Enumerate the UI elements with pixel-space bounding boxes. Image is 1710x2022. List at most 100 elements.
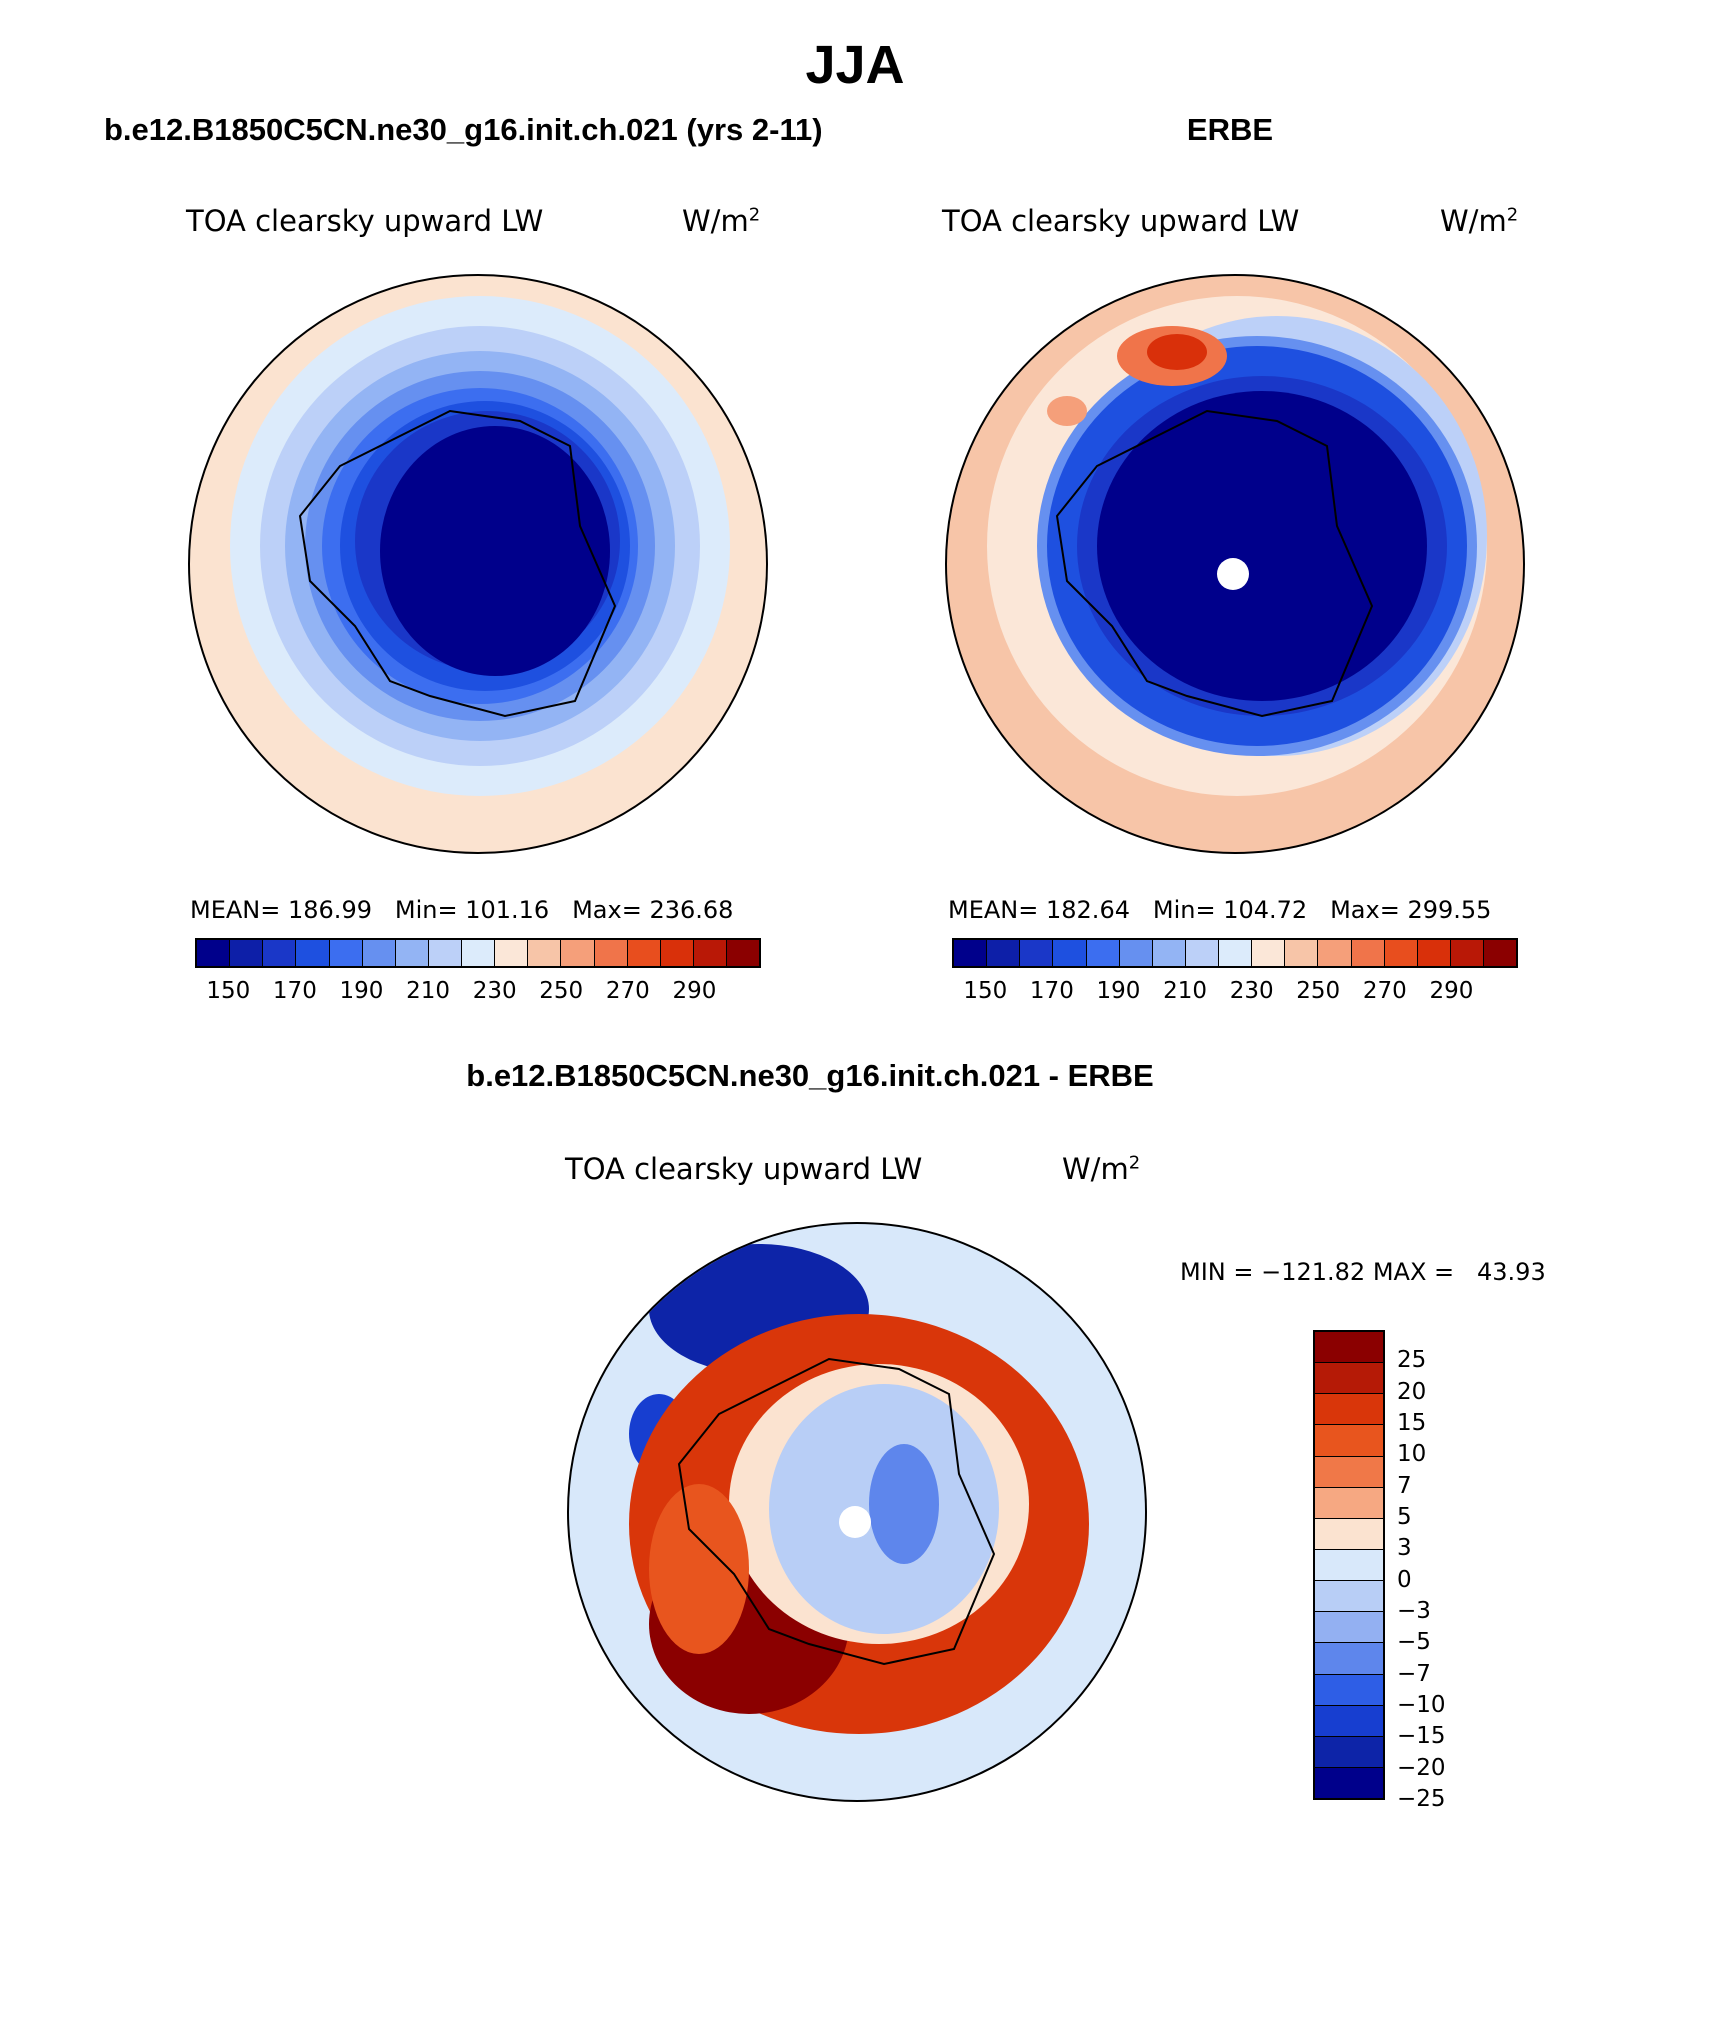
colorbar-tick-label: 20: [1397, 1378, 1427, 1405]
colorbar-tick-label: −7: [1397, 1660, 1431, 1687]
colorbar-tick-label: 150: [206, 978, 251, 1004]
colorbar-segment: [1315, 1705, 1383, 1737]
colorbar-tick-label: 15: [1397, 1410, 1427, 1436]
colorbar-segment: [1020, 940, 1054, 966]
diff-range-text: MIN = −121.82 MAX = 43.93: [1180, 1258, 1546, 1286]
diff-colorbar: [1313, 1330, 1385, 1800]
colorbar-segment: [1384, 940, 1418, 966]
model-colorbar: [195, 938, 761, 968]
colorbar-segment: [954, 940, 988, 966]
colorbar-segment: [296, 940, 330, 966]
colorbar-segment: [428, 940, 462, 966]
colorbar-segment: [1315, 1643, 1383, 1675]
colorbar-segment: [727, 940, 760, 966]
main-title: JJA: [805, 35, 905, 95]
colorbar-segment: [528, 940, 562, 966]
model-units-label: W/m2: [682, 204, 760, 238]
model-stats: MEAN= 186.99 Min= 101.16 Max= 236.68: [190, 896, 734, 924]
colorbar-segment: [561, 940, 595, 966]
colorbar-tick-label: 170: [1029, 978, 1074, 1004]
colorbar-tick-label: 25: [1397, 1347, 1427, 1374]
colorbar-tick-label: −15: [1397, 1723, 1446, 1750]
diff-units: W/m: [1062, 1152, 1129, 1186]
colorbar-segment: [1185, 940, 1219, 966]
colorbar-segment: [1315, 1425, 1383, 1457]
model-panel-header: b.e12.B1850C5CN.ne30_g16.init.ch.021 (yr…: [104, 112, 823, 147]
diff-units-exp: 2: [1128, 1152, 1141, 1174]
colorbar-segment: [1315, 1363, 1383, 1395]
obs-units-exp: 2: [1506, 204, 1519, 226]
colorbar-segment: [1152, 940, 1186, 966]
colorbar-segment: [1315, 1549, 1383, 1582]
colorbar-segment: [1315, 1612, 1383, 1644]
colorbar-segment: [1315, 1518, 1383, 1550]
colorbar-tick-label: 0: [1397, 1566, 1412, 1593]
colorbar-segment: [1315, 1674, 1383, 1706]
colorbar-segment: [1318, 940, 1352, 966]
colorbar-segment: [1252, 940, 1286, 966]
colorbar-tick-label: 7: [1397, 1472, 1412, 1499]
obs-colorbar: [952, 938, 1518, 968]
colorbar-segment: [1315, 1581, 1383, 1613]
obs-units: W/m: [1440, 204, 1507, 238]
model-units-exp: 2: [748, 204, 761, 226]
colorbar-segment: [230, 940, 264, 966]
colorbar-segment: [1053, 940, 1087, 966]
colorbar-segment: [329, 940, 363, 966]
colorbar-segment: [1351, 940, 1385, 966]
colorbar-tick-label: 250: [539, 978, 584, 1004]
model-field-label: TOA clearsky upward LW: [186, 204, 544, 238]
colorbar-tick-label: 270: [1362, 978, 1407, 1004]
colorbar-tick-label: 210: [406, 978, 450, 1004]
colorbar-segment: [1285, 940, 1319, 966]
colorbar-segment: [1417, 940, 1451, 966]
colorbar-segment: [1315, 1487, 1383, 1519]
colorbar-tick-label: 210: [1163, 978, 1207, 1004]
colorbar-tick-label: 290: [1429, 978, 1474, 1004]
colorbar-tick-label: 170: [272, 978, 317, 1004]
colorbar-segment: [1450, 940, 1484, 966]
colorbar-tick-label: −5: [1397, 1629, 1431, 1656]
colorbar-segment: [395, 940, 429, 966]
colorbar-tick-label: −20: [1397, 1754, 1446, 1781]
obs-field-label: TOA clearsky upward LW: [942, 204, 1300, 238]
colorbar-segment: [693, 940, 727, 966]
colorbar-segment: [362, 940, 396, 966]
obs-polar-map: [945, 274, 1525, 854]
colorbar-segment: [1315, 1736, 1383, 1768]
colorbar-segment: [1484, 940, 1517, 966]
diff-panel-header: b.e12.B1850C5CN.ne30_g16.init.ch.021 - E…: [466, 1058, 1154, 1093]
colorbar-segment: [1315, 1767, 1383, 1799]
colorbar-tick-label: 190: [339, 978, 384, 1004]
colorbar-segment: [594, 940, 628, 966]
colorbar-segment: [1315, 1456, 1383, 1488]
model-units: W/m: [682, 204, 749, 238]
colorbar-segment: [1315, 1332, 1383, 1364]
colorbar-tick-label: −25: [1397, 1786, 1446, 1812]
colorbar-tick-label: 290: [672, 978, 717, 1004]
diff-field-label: TOA clearsky upward LW: [565, 1152, 923, 1186]
obs-panel-header: ERBE: [1186, 112, 1274, 147]
colorbar-segment: [1119, 940, 1153, 966]
colorbar-segment: [197, 940, 231, 966]
diff-polar-map: [567, 1222, 1147, 1802]
obs-stats: MEAN= 182.64 Min= 104.72 Max= 299.55: [948, 896, 1492, 924]
colorbar-tick-label: 230: [1229, 978, 1274, 1004]
colorbar-tick-label: 250: [1296, 978, 1341, 1004]
diff-units-label: W/m2: [1062, 1152, 1140, 1186]
model-polar-map: [188, 274, 768, 854]
colorbar-tick-label: 3: [1397, 1535, 1412, 1562]
colorbar-tick-label: 150: [963, 978, 1008, 1004]
colorbar-segment: [462, 940, 496, 966]
colorbar-tick-label: 10: [1397, 1441, 1427, 1468]
colorbar-segment: [1086, 940, 1120, 966]
colorbar-segment: [627, 940, 661, 966]
colorbar-segment: [495, 940, 529, 966]
colorbar-tick-label: 230: [472, 978, 517, 1004]
colorbar-segment: [660, 940, 694, 966]
colorbar-tick-label: 5: [1397, 1504, 1412, 1530]
obs-units-label: W/m2: [1440, 204, 1518, 238]
colorbar-tick-label: 270: [605, 978, 650, 1004]
colorbar-segment: [1315, 1394, 1383, 1426]
colorbar-tick-label: −3: [1397, 1598, 1431, 1624]
